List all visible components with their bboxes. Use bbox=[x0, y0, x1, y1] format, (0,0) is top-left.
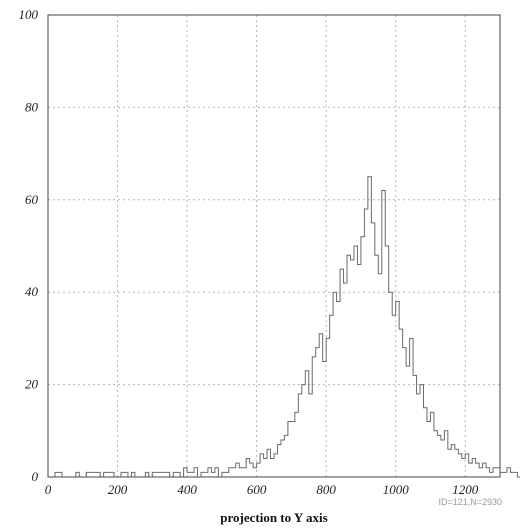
plot-frame bbox=[47, 14, 501, 478]
x-tick-label: 400 bbox=[177, 482, 197, 497]
histogram-series bbox=[48, 176, 520, 478]
histogram-stats-annotation: ID=121,N=2930 bbox=[438, 497, 502, 507]
y-tick-labels: 0 20 40 60 80 100 bbox=[19, 7, 39, 484]
y-tick-label: 60 bbox=[25, 192, 39, 207]
y-tick-label: 100 bbox=[19, 7, 39, 22]
y-tick-label: 80 bbox=[25, 99, 39, 114]
grid-layer bbox=[48, 15, 500, 477]
x-tick-label: 800 bbox=[316, 482, 336, 497]
x-tick-label: 600 bbox=[247, 482, 267, 497]
y-tick-label: 0 bbox=[32, 469, 39, 484]
y-tick-label: 40 bbox=[25, 284, 39, 299]
x-tick-label: 200 bbox=[108, 482, 128, 497]
histogram-outline bbox=[48, 176, 520, 478]
x-axis-label: projection to Y axis bbox=[220, 510, 327, 525]
x-tick-labels: 0 200 400 600 800 1000 1200 bbox=[45, 482, 479, 497]
x-tick-label: 1000 bbox=[383, 482, 410, 497]
x-tick-label: 0 bbox=[45, 482, 52, 497]
x-tick-label: 1200 bbox=[452, 482, 479, 497]
y-tick-label: 20 bbox=[25, 377, 39, 392]
